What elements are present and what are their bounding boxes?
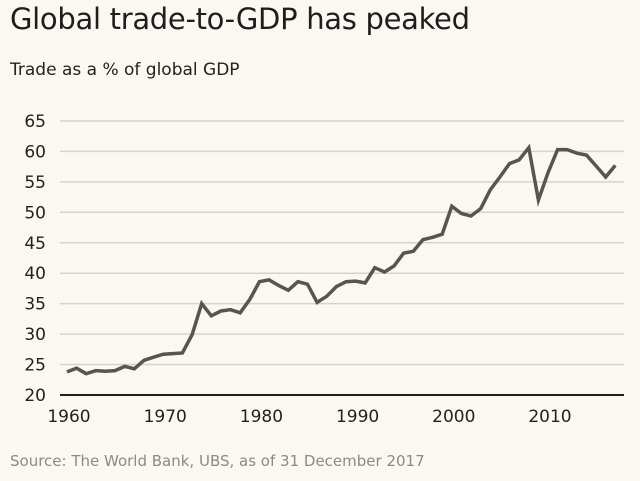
x-tick-label: 2000 (432, 407, 475, 427)
x-tick-label: 1960 (47, 407, 90, 427)
y-tick-label: 35 (24, 295, 46, 315)
chart-title: Global trade-to-GDP has peaked (10, 2, 470, 36)
y-tick-label: 65 (24, 112, 46, 132)
y-tick-label: 45 (24, 234, 46, 254)
y-tick-label: 60 (24, 142, 46, 162)
y-tick-label: 20 (24, 386, 46, 406)
source-note: Source: The World Bank, UBS, as of 31 De… (10, 452, 425, 470)
x-tick-label: 2010 (528, 407, 571, 427)
y-tick-label: 50 (24, 203, 46, 223)
chart-subtitle: Trade as a % of global GDP (10, 60, 240, 80)
y-tick-label: 30 (24, 325, 46, 345)
x-tick-label: 1970 (144, 407, 187, 427)
x-tick-label: 1990 (336, 407, 379, 427)
y-tick-label: 40 (24, 264, 46, 284)
trade-gdp-line (66, 143, 617, 376)
y-tick-label: 25 (24, 356, 46, 376)
x-tick-label: 1980 (240, 407, 283, 427)
y-tick-label: 55 (24, 173, 46, 193)
